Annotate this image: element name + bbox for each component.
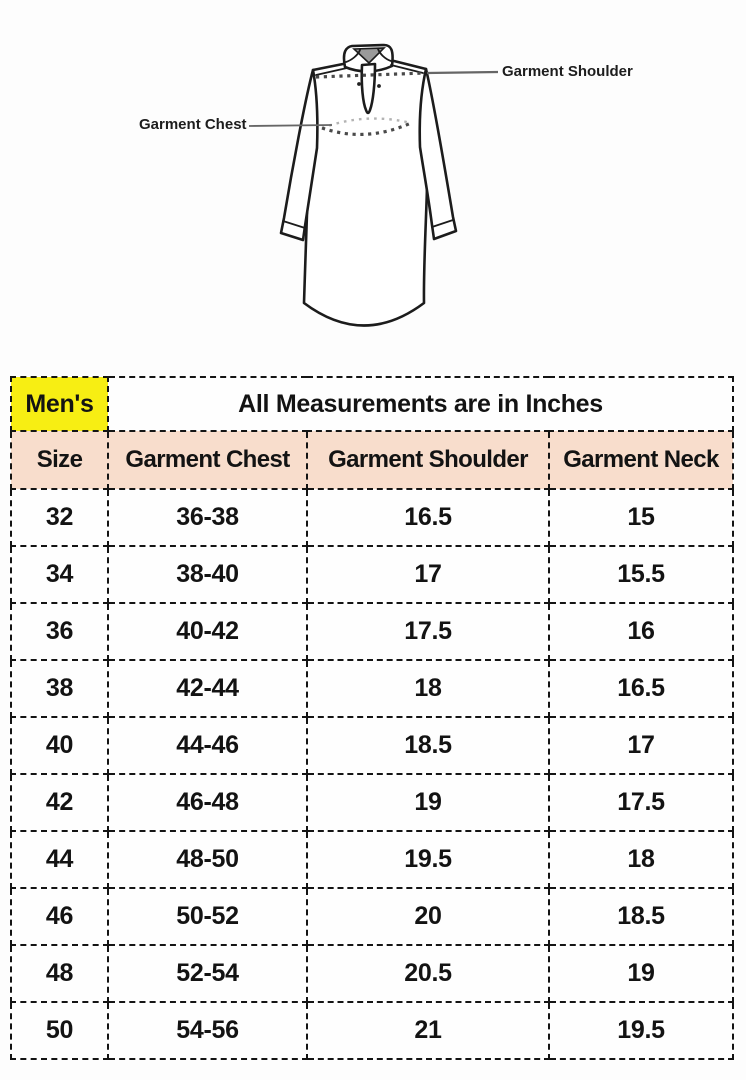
garment-chest-label: Garment Chest bbox=[139, 116, 247, 133]
shoulder-cell: 19 bbox=[306, 773, 550, 832]
chest-cell: 38-40 bbox=[107, 545, 308, 604]
table-title-row: Men's All Measurements are in Inches bbox=[10, 376, 735, 432]
shoulder-cell: 17 bbox=[306, 545, 550, 604]
shoulder-cell: 20 bbox=[306, 887, 550, 946]
size-cell: 36 bbox=[10, 602, 109, 661]
shoulder-leader-line bbox=[426, 70, 499, 75]
chest-cell: 54-56 bbox=[107, 1001, 308, 1060]
shoulder-cell: 20.5 bbox=[306, 944, 550, 1003]
size-chart-table: Men's All Measurements are in Inches Siz… bbox=[10, 376, 735, 1060]
size-cell: 44 bbox=[10, 830, 109, 889]
shoulder-measure-dotted-line bbox=[315, 71, 426, 79]
chest-cell: 36-38 bbox=[107, 488, 308, 547]
chest-cell: 42-44 bbox=[107, 659, 308, 718]
table-row: 44 48-50 19.5 18 bbox=[10, 830, 735, 889]
col-header-garment-neck: Garment Neck bbox=[547, 430, 735, 490]
table-row: 38 42-44 18 16.5 bbox=[10, 659, 735, 718]
chest-cell: 50-52 bbox=[107, 887, 308, 946]
chest-cell: 48-50 bbox=[107, 830, 308, 889]
neck-cell: 19.5 bbox=[547, 1001, 735, 1060]
col-header-size: Size bbox=[10, 430, 109, 490]
neck-cell: 17.5 bbox=[547, 773, 735, 832]
table-header-row: Size Garment Chest Garment Shoulder Garm… bbox=[10, 430, 735, 490]
placket-button bbox=[377, 84, 381, 88]
size-cell: 46 bbox=[10, 887, 109, 946]
neck-cell: 16 bbox=[547, 602, 735, 661]
size-cell: 32 bbox=[10, 488, 109, 547]
shoulder-cell: 21 bbox=[306, 1001, 550, 1060]
table-row: 48 52-54 20.5 19 bbox=[10, 944, 735, 1003]
kurta-right-sleeve bbox=[418, 67, 458, 241]
size-cell: 50 bbox=[10, 1001, 109, 1060]
shoulder-cell: 17.5 bbox=[306, 602, 550, 661]
chest-cell: 52-54 bbox=[107, 944, 308, 1003]
size-cell: 48 bbox=[10, 944, 109, 1003]
table-row: 46 50-52 20 18.5 bbox=[10, 887, 735, 946]
table-row: 50 54-56 21 19.5 bbox=[10, 1001, 735, 1060]
kurta-left-sleeve bbox=[279, 68, 319, 242]
neck-cell: 18.5 bbox=[547, 887, 735, 946]
garment-shoulder-label: Garment Shoulder bbox=[502, 63, 633, 80]
table-row: 32 36-38 16.5 15 bbox=[10, 488, 735, 547]
table-title: All Measurements are in Inches bbox=[106, 376, 735, 432]
col-header-garment-chest: Garment Chest bbox=[107, 430, 308, 490]
collar-notch bbox=[352, 47, 386, 65]
table-row: 36 40-42 17.5 16 bbox=[10, 602, 735, 661]
size-cell: 38 bbox=[10, 659, 109, 718]
category-badge: Men's bbox=[10, 376, 109, 432]
size-cell: 40 bbox=[10, 716, 109, 775]
garment-measurement-diagram: Garment Shoulder Garment Chest bbox=[0, 0, 746, 362]
table-row: 34 38-40 17 15.5 bbox=[10, 545, 735, 604]
neck-cell: 18 bbox=[547, 830, 735, 889]
kurta-line-drawing bbox=[248, 43, 499, 327]
chest-cell: 44-46 bbox=[107, 716, 308, 775]
neck-cell: 17 bbox=[547, 716, 735, 775]
col-header-garment-shoulder: Garment Shoulder bbox=[306, 430, 550, 490]
chest-cell: 46-48 bbox=[107, 773, 308, 832]
shoulder-cell: 19.5 bbox=[306, 830, 550, 889]
shoulder-cell: 18 bbox=[306, 659, 550, 718]
chest-cell: 40-42 bbox=[107, 602, 308, 661]
neck-cell: 19 bbox=[547, 944, 735, 1003]
neck-cell: 15 bbox=[547, 488, 735, 547]
table-row: 40 44-46 18.5 17 bbox=[10, 716, 735, 775]
size-cell: 42 bbox=[10, 773, 109, 832]
size-cell: 34 bbox=[10, 545, 109, 604]
placket-button bbox=[357, 82, 361, 86]
neck-cell: 16.5 bbox=[547, 659, 735, 718]
chest-measure-dotted-arc-bottom bbox=[321, 121, 412, 136]
chest-leader-line bbox=[248, 124, 333, 127]
shoulder-cell: 18.5 bbox=[306, 716, 550, 775]
neck-cell: 15.5 bbox=[547, 545, 735, 604]
shoulder-cell: 16.5 bbox=[306, 488, 550, 547]
table-row: 42 46-48 19 17.5 bbox=[10, 773, 735, 832]
